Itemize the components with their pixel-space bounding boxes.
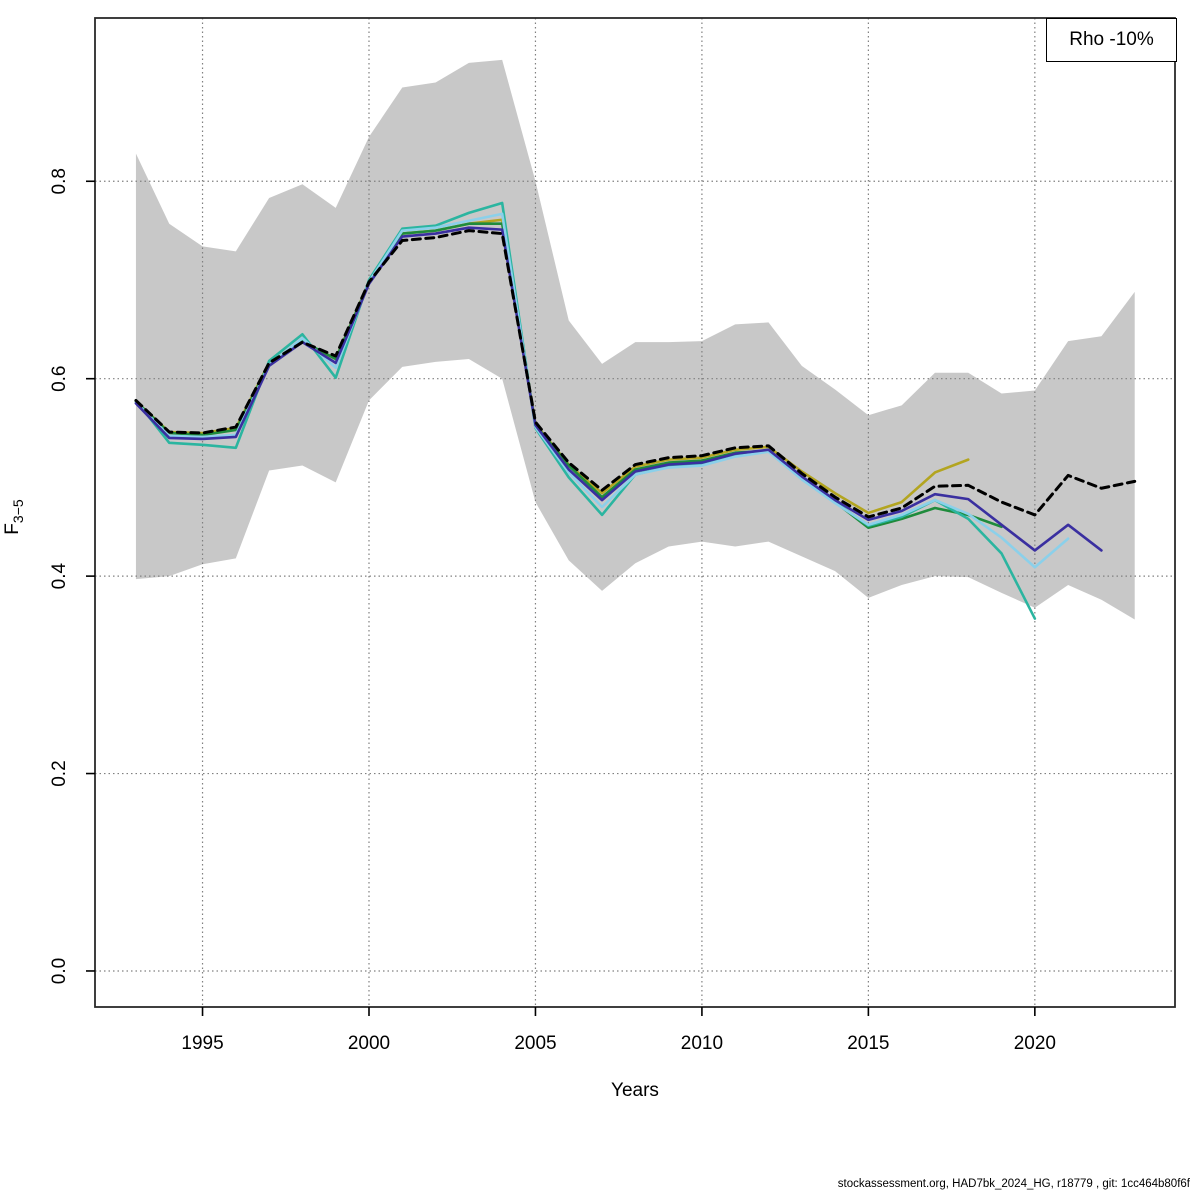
x-tick-label: 2000	[348, 1033, 390, 1054]
y-tick-label: 0.2	[49, 760, 70, 786]
y-tick-label: 0.6	[49, 365, 70, 391]
x-tick-label: 1995	[181, 1033, 223, 1054]
y-axis-label: F3−5	[2, 467, 26, 567]
footer-text: stockassessment.org, HAD7bk_2024_HG, r18…	[837, 1178, 1190, 1190]
series-retro-2021	[134, 212, 1070, 569]
y-tick-label: 0.4	[49, 562, 70, 589]
y-tick-label: 0.8	[49, 168, 70, 194]
confidence-band	[135, 59, 1135, 620]
plot-border	[94, 17, 1176, 1008]
x-axis-label: Years	[611, 1080, 659, 1101]
legend-label: Rho -10%	[1069, 29, 1154, 50]
y-axis-label-main: F	[2, 523, 23, 535]
y-axis-label-subscript: 3−5	[10, 499, 26, 524]
y-tick-label: 0.0	[49, 958, 70, 984]
x-tick-label: 2010	[681, 1033, 723, 1054]
legend-box: Rho -10%	[1046, 18, 1177, 62]
x-tick-label: 2005	[514, 1033, 556, 1054]
x-tick-label: 2015	[847, 1033, 889, 1054]
x-tick-label: 2020	[1014, 1033, 1056, 1054]
series-retro-2020	[134, 201, 1037, 620]
series-base-2023	[134, 229, 1137, 519]
